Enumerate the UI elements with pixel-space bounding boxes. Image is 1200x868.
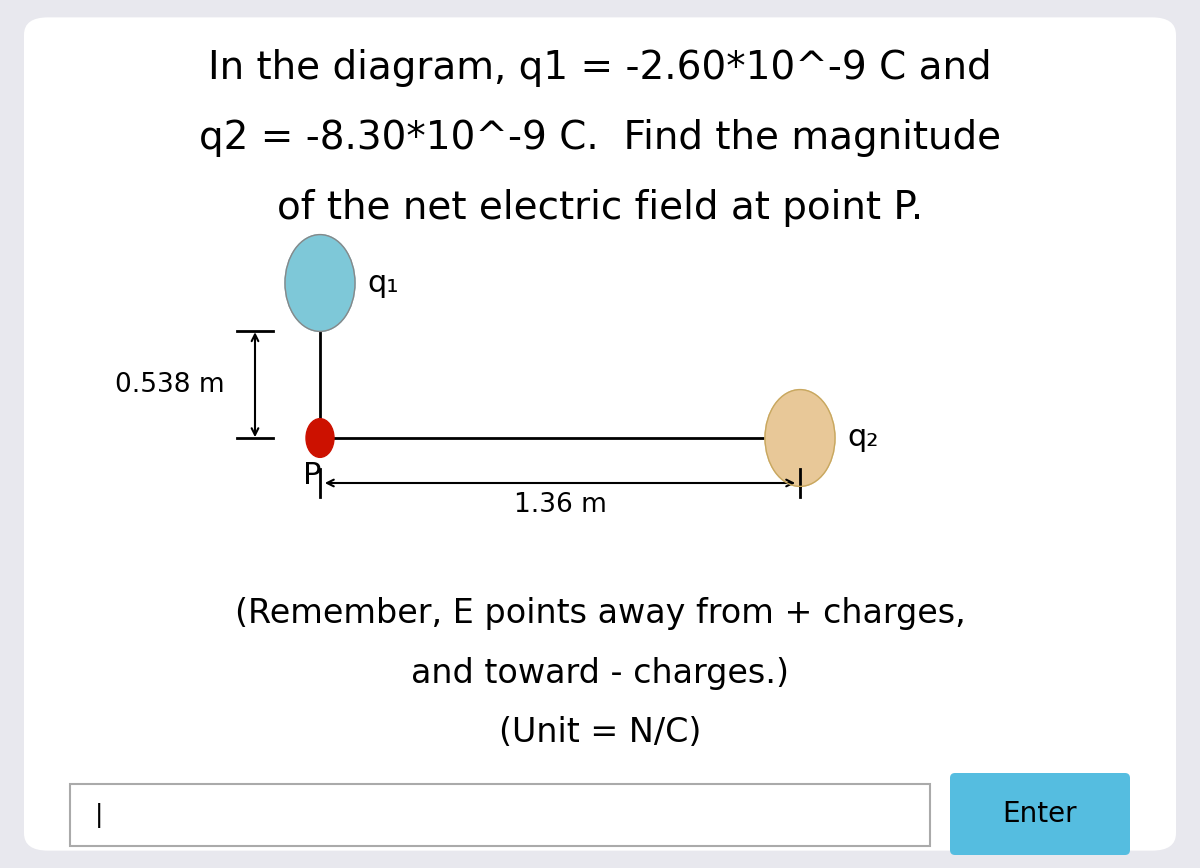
Ellipse shape <box>766 390 835 486</box>
Ellipse shape <box>306 418 334 457</box>
Text: 1.36 m: 1.36 m <box>514 492 606 518</box>
Text: (Unit = N/C): (Unit = N/C) <box>499 716 701 749</box>
Text: P: P <box>302 462 322 490</box>
FancyBboxPatch shape <box>950 773 1130 855</box>
Text: q2 = -8.30*10^-9 C.  Find the magnitude: q2 = -8.30*10^-9 C. Find the magnitude <box>199 119 1001 157</box>
Text: (Remember, E points away from + charges,: (Remember, E points away from + charges, <box>235 596 965 629</box>
Text: and toward - charges.): and toward - charges.) <box>410 656 790 689</box>
Text: of the net electric field at point P.: of the net electric field at point P. <box>277 189 923 227</box>
Text: Enter: Enter <box>1003 800 1078 828</box>
Text: q₁: q₁ <box>367 268 398 298</box>
Text: q₂: q₂ <box>847 424 878 452</box>
Text: |: | <box>95 803 103 827</box>
Text: In the diagram, q1 = -2.60*10^-9 C and: In the diagram, q1 = -2.60*10^-9 C and <box>208 49 992 87</box>
Ellipse shape <box>286 234 355 332</box>
FancyBboxPatch shape <box>70 784 930 846</box>
Text: 0.538 m: 0.538 m <box>115 372 226 398</box>
